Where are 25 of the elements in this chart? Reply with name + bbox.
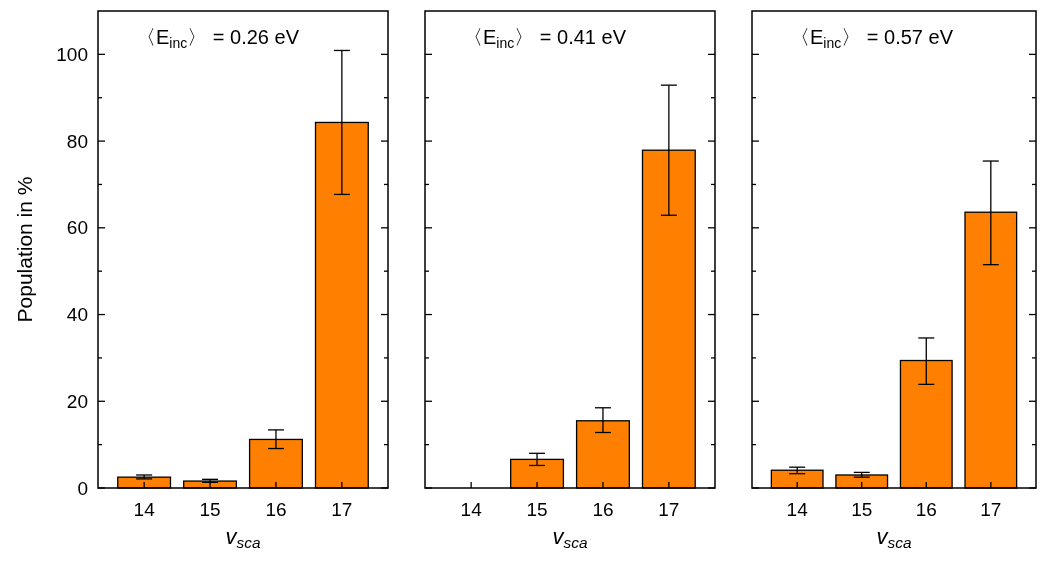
x-axis-title: v$_{sca}$ (225, 524, 261, 551)
x-tick-label: 16 (915, 499, 937, 520)
x-axis-title: v$_{sca}$ (552, 524, 588, 551)
y-tick-label: 100 (56, 44, 88, 66)
x-tick-label: 16 (265, 499, 287, 520)
text: 〈E$_{inc}$〉 = 0.26 eV (136, 26, 300, 51)
x-tick-label: 15 (851, 499, 873, 520)
x-tick-label: 17 (658, 499, 680, 520)
text: 〈E$_{inc}$〉 = 0.41 eV (463, 26, 627, 51)
x-tick-label: 16 (592, 499, 614, 520)
x-axis-title: v$_{sca}$ (876, 524, 912, 551)
y-tick-label: 60 (66, 217, 88, 239)
y-tick-label: 0 (77, 477, 88, 499)
x-tick-label: 15 (526, 499, 548, 520)
x-tick-label: 14 (460, 499, 483, 520)
x-tick-label: 14 (786, 499, 809, 520)
text: 〈E$_{inc}$〉 = 0.57 eV (790, 26, 954, 51)
x-tick-label: 17 (331, 499, 353, 520)
y-tick-label: 40 (66, 304, 88, 326)
y-axis-title: Population in % (13, 176, 36, 323)
x-tick-label: 14 (133, 499, 156, 520)
x-tick-label: 15 (199, 499, 221, 520)
y-tick-label: 20 (66, 390, 88, 412)
x-tick-label: 17 (980, 499, 1002, 520)
y-tick-label: 80 (66, 130, 88, 152)
